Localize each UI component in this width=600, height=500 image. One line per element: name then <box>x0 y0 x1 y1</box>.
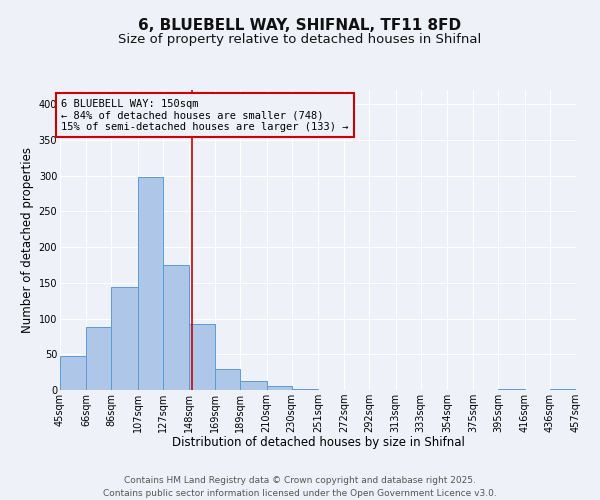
Y-axis label: Number of detached properties: Number of detached properties <box>22 147 34 333</box>
Bar <box>215 368 241 390</box>
Bar <box>266 386 292 390</box>
Bar <box>60 356 86 390</box>
X-axis label: Distribution of detached houses by size in Shifnal: Distribution of detached houses by size … <box>172 436 464 450</box>
Bar <box>189 324 215 390</box>
Text: Size of property relative to detached houses in Shifnal: Size of property relative to detached ho… <box>118 32 482 46</box>
Text: 6 BLUEBELL WAY: 150sqm
← 84% of detached houses are smaller (748)
15% of semi-de: 6 BLUEBELL WAY: 150sqm ← 84% of detached… <box>61 98 349 132</box>
Bar <box>241 380 266 390</box>
Bar <box>112 287 137 390</box>
Bar <box>163 265 189 390</box>
Bar <box>86 327 112 390</box>
Bar <box>137 177 163 390</box>
Text: 6, BLUEBELL WAY, SHIFNAL, TF11 8FD: 6, BLUEBELL WAY, SHIFNAL, TF11 8FD <box>139 18 461 32</box>
Text: Contains HM Land Registry data © Crown copyright and database right 2025.
Contai: Contains HM Land Registry data © Crown c… <box>103 476 497 498</box>
